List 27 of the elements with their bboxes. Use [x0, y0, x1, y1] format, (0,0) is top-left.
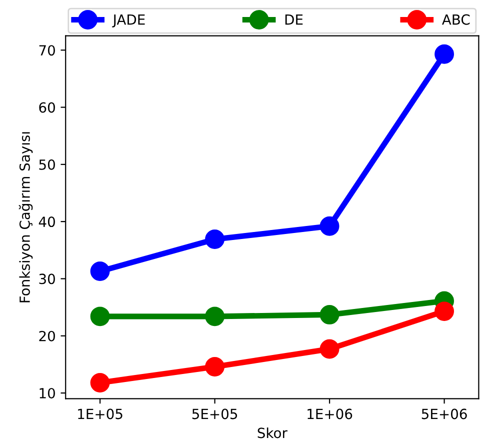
- y-tick-label: 60: [39, 102, 55, 113]
- y-tick-label: 50: [39, 159, 55, 170]
- point: [90, 306, 110, 326]
- point: [434, 44, 454, 64]
- point: [320, 304, 340, 324]
- x-tick-label: 5E+06: [422, 408, 467, 420]
- point: [434, 302, 454, 322]
- y-tick-label: 70: [39, 45, 55, 56]
- y-tick-label: 30: [39, 274, 55, 284]
- point: [205, 230, 225, 250]
- legend-label: ABC: [442, 14, 470, 25]
- legend-label: JADE: [112, 14, 145, 28]
- point: [90, 262, 110, 282]
- y-tick-label: 10: [40, 388, 55, 398]
- x-tick-label: 1E+06: [308, 408, 352, 420]
- y-tick-label: 40: [38, 216, 55, 228]
- point: [205, 356, 225, 376]
- x-tick-label: 1E+05: [78, 408, 122, 420]
- y-axis-title: Fonksiyon Çağırım Sayısı: [18, 132, 33, 302]
- point: [320, 339, 340, 359]
- y-tick-label: 20: [39, 330, 55, 342]
- legend-label: DE: [285, 14, 303, 25]
- point: [90, 372, 110, 392]
- point: [205, 306, 225, 326]
- point: [320, 216, 340, 236]
- x-tick-label: 5E+05: [192, 408, 238, 420]
- x-axis-title: Skor: [258, 427, 288, 438]
